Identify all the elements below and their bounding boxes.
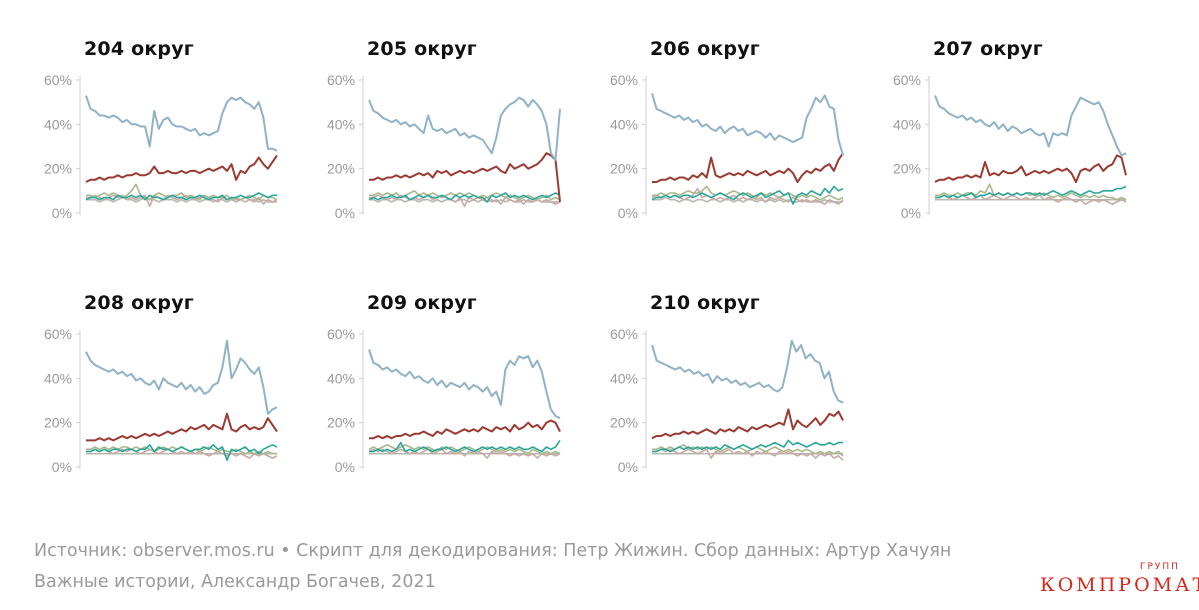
series-line-red <box>85 154 278 183</box>
y-tick-label: 60% <box>44 72 72 88</box>
series-line-red <box>934 154 1127 183</box>
series-line-olive <box>935 183 1127 201</box>
series-line-blue <box>651 93 844 156</box>
watermark-main-text: КОМПРОМАТ <box>1040 574 1199 596</box>
series-line-blue <box>85 339 278 415</box>
series-line-blue <box>368 96 561 161</box>
series-line-red <box>86 412 278 442</box>
series-line-blue <box>85 95 278 152</box>
series-line-red <box>652 152 844 183</box>
y-tick-label: 20% <box>44 415 72 431</box>
y-tick-label: 0% <box>618 459 638 475</box>
series-line-red <box>651 408 844 440</box>
chart-panel: 210 округ 0% 20% 40% 60% <box>600 292 844 492</box>
series-line-red <box>369 152 561 203</box>
series-line-olive <box>368 444 561 455</box>
y-tick-label: 20% <box>327 161 355 177</box>
y-tick-label: 40% <box>327 116 355 132</box>
series-line-teal <box>652 439 843 453</box>
y-tick-label: 40% <box>327 370 355 386</box>
chart-panel: 204 округ 0% 20% 40% 60% <box>34 38 278 238</box>
chart-title: 206 округ <box>650 38 760 60</box>
series-line-teal <box>85 192 277 201</box>
series-line-grey <box>86 196 277 203</box>
y-tick-label: 0% <box>52 459 72 475</box>
series-line-blue <box>368 349 561 420</box>
line-chart: 0% 20% 40% 60% <box>327 326 561 475</box>
y-tick-label: 20% <box>327 415 355 431</box>
line-chart: 0% 20% 40% 60% <box>610 326 844 475</box>
chart-panel: 207 округ 0% 20% 40% 60% <box>883 38 1127 238</box>
y-tick-label: 0% <box>52 205 72 221</box>
series-line-teal <box>369 439 561 453</box>
source-line: Источник: observer.mos.ru • Скрипт для д… <box>34 541 952 561</box>
chart-title: 204 округ <box>84 38 194 60</box>
y-tick-label: 40% <box>44 116 72 132</box>
chart-panel: 209 округ 0% 20% 40% 60% <box>317 292 561 492</box>
y-tick-label: 60% <box>327 72 355 88</box>
line-chart: 0% 20% 40% 60% <box>610 72 844 221</box>
y-tick-label: 20% <box>610 415 638 431</box>
series-line-teal <box>86 444 278 462</box>
chart-title: 209 округ <box>367 292 477 314</box>
series-line-olive <box>652 185 844 201</box>
watermark-logo: ГРУПП КОМПРОМАТ <box>1040 562 1199 600</box>
y-tick-label: 40% <box>610 370 638 386</box>
series-line-blue <box>651 339 844 404</box>
series-line-teal <box>935 185 1127 199</box>
line-chart: 0% 20% 40% 60% <box>44 326 278 475</box>
series-line-pink <box>369 194 561 208</box>
chart-title: 210 округ <box>650 292 760 314</box>
y-tick-label: 40% <box>44 370 72 386</box>
series-line-pink <box>651 187 844 205</box>
line-chart: 0% 20% 40% 60% <box>893 72 1127 221</box>
y-tick-label: 20% <box>610 161 638 177</box>
series-line-blue <box>934 95 1127 157</box>
source-footer: Источник: observer.mos.ru • Скрипт для д… <box>34 536 951 598</box>
y-tick-label: 20% <box>44 161 72 177</box>
series-line-pink <box>368 448 561 459</box>
series-line-pink <box>935 194 1127 205</box>
y-tick-label: 0% <box>901 205 921 221</box>
line-chart: 0% 20% 40% 60% <box>327 72 561 221</box>
y-tick-label: 0% <box>618 205 638 221</box>
y-tick-label: 40% <box>610 116 638 132</box>
series-line-teal <box>368 192 561 203</box>
credits-line: Важные истории, Александр Богачев, 2021 <box>34 572 436 592</box>
y-tick-label: 0% <box>335 205 355 221</box>
series-line-red <box>369 419 561 440</box>
chart-panel: 208 округ 0% 20% 40% 60% <box>34 292 278 492</box>
line-chart: 0% 20% 40% 60% <box>44 72 278 221</box>
y-tick-label: 40% <box>893 116 921 132</box>
series-line-teal <box>651 185 844 205</box>
y-tick-label: 20% <box>893 161 921 177</box>
watermark-small-text: ГРУПП <box>1140 562 1180 572</box>
y-tick-label: 0% <box>335 459 355 475</box>
y-tick-label: 60% <box>327 326 355 342</box>
series-line-pink <box>86 448 278 459</box>
chart-title: 205 округ <box>367 38 477 60</box>
chart-title: 208 округ <box>84 292 194 314</box>
chart-title: 207 округ <box>933 38 1043 60</box>
y-tick-label: 60% <box>610 326 638 342</box>
y-tick-label: 60% <box>44 326 72 342</box>
chart-panel: 205 округ 0% 20% 40% 60% <box>317 38 561 238</box>
y-tick-label: 60% <box>610 72 638 88</box>
series-line-grey <box>369 198 560 203</box>
y-tick-label: 60% <box>893 72 921 88</box>
series-line-olive <box>652 444 844 457</box>
chart-panel: 206 округ 0% 20% 40% 60% <box>600 38 844 238</box>
